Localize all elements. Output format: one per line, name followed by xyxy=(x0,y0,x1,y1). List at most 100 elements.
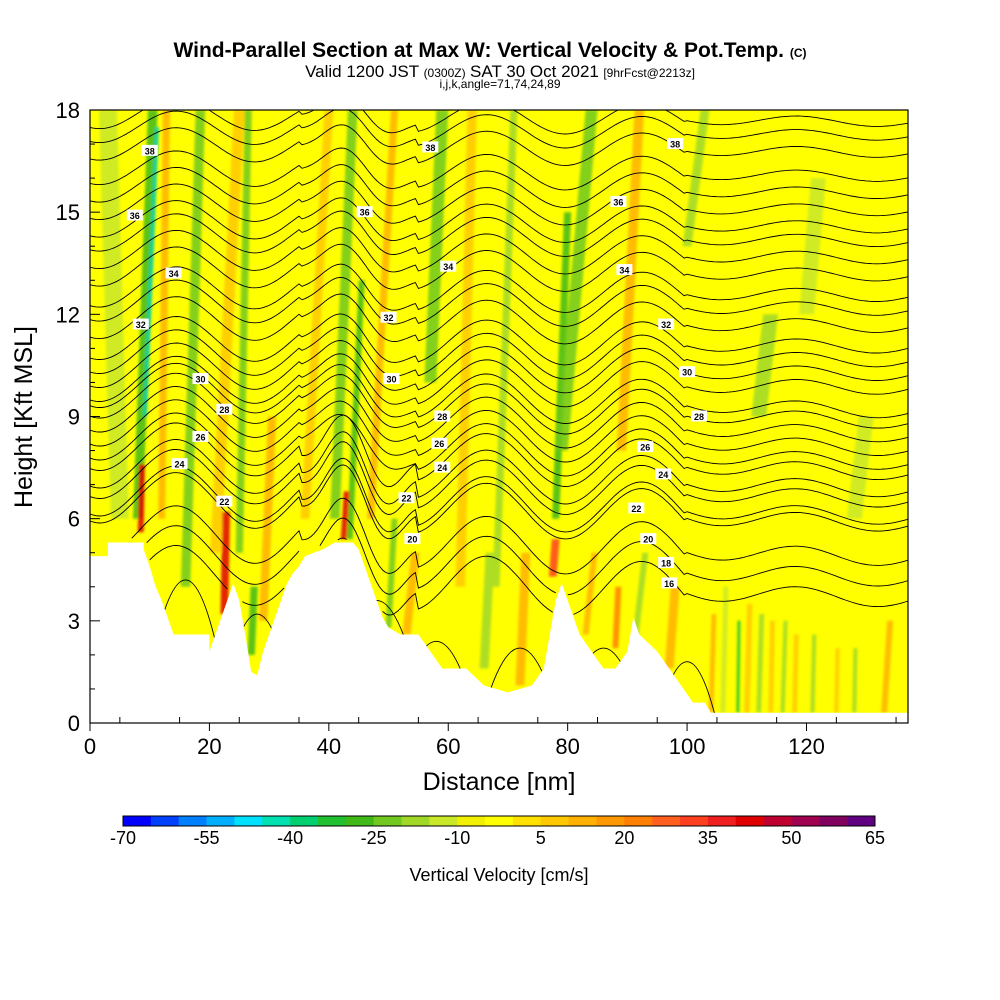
colorbar-swatch xyxy=(150,816,180,826)
theta-contour-line xyxy=(90,197,908,243)
contour-label-box xyxy=(679,366,696,378)
theta-contour-line xyxy=(90,243,908,292)
contour-label-box xyxy=(216,495,233,507)
velocity-band xyxy=(744,603,753,713)
theta-contour-line xyxy=(90,441,908,515)
contour-label-box xyxy=(434,461,451,473)
contour-label: 24 xyxy=(434,461,451,473)
theta-contour-line xyxy=(146,517,908,596)
theta-contour-line xyxy=(90,464,908,540)
velocity-band xyxy=(479,552,495,669)
colorbar-swatch xyxy=(791,816,820,826)
contour-label-text: 30 xyxy=(682,368,692,378)
velocity-band xyxy=(768,620,775,713)
y-tick-label: 3 xyxy=(68,609,80,634)
contour-label-box xyxy=(440,260,457,272)
contour-label-text: 38 xyxy=(425,143,435,153)
y-tick-label: 12 xyxy=(56,302,80,327)
y-tick-label: 15 xyxy=(56,200,80,225)
y-tick-label: 18 xyxy=(56,98,80,123)
theta-contour-line xyxy=(90,412,908,477)
velocity-band xyxy=(751,314,779,417)
theta-contour-line xyxy=(90,431,908,505)
contour-label-text: 24 xyxy=(658,470,668,480)
contour-label-text: 28 xyxy=(437,412,447,422)
colorbar-frame xyxy=(122,815,876,827)
colorbar-swatch xyxy=(345,816,374,826)
contour-label: 20 xyxy=(404,533,421,545)
forecast-info: [9hrFcst@2213z] xyxy=(603,66,695,80)
velocity-band xyxy=(582,552,598,635)
velocity-band xyxy=(834,648,840,713)
x-tick-label: 80 xyxy=(555,734,579,759)
contour-label-box xyxy=(640,533,657,545)
chart-title-suffix: (C) xyxy=(790,46,807,60)
colorbar-tick-label: -10 xyxy=(444,828,470,848)
plot-area: 38 36 34 32 30 28 26 24 22 38 36 34 32 30 28 26 24 22 20 38… xyxy=(90,110,908,723)
colorbar-swatch xyxy=(401,816,430,826)
contour-label-text: 24 xyxy=(437,463,447,473)
theta-contour-line xyxy=(131,497,908,575)
contour-label: 38 xyxy=(141,144,158,156)
velocity-band xyxy=(810,634,817,713)
velocity-band xyxy=(852,648,858,713)
theta-contour-line xyxy=(90,110,908,135)
colorbar-tick-label: -70 xyxy=(110,828,136,848)
x-tick-label: 40 xyxy=(317,734,341,759)
colorbar-tick-label: 65 xyxy=(865,828,885,848)
y-tick-label: 9 xyxy=(68,405,80,430)
velocity-band xyxy=(137,464,145,533)
colorbar-swatch xyxy=(735,816,764,826)
y-tick-label: 6 xyxy=(68,507,80,532)
contour-label-text: 34 xyxy=(169,269,179,279)
theta-contour-line xyxy=(90,340,908,394)
colorbar-swatch xyxy=(596,816,625,826)
colorbar-swatch xyxy=(707,816,737,826)
x-tick-label: 120 xyxy=(788,734,825,759)
contour-label: 22 xyxy=(628,502,645,514)
contour-label-box xyxy=(691,410,708,422)
theta-contour-labels: 38 36 34 32 30 28 26 24 22 38 36 34 32 30 28 26 24 22 20 38… xyxy=(126,138,708,589)
theta-contour-line xyxy=(90,326,908,380)
contour-label: 28 xyxy=(691,410,708,422)
contour-label: 34 xyxy=(440,260,457,272)
velocity-band xyxy=(424,110,449,383)
contour-label-box xyxy=(192,430,209,442)
contour-label: 30 xyxy=(679,366,696,378)
theta-contour-line xyxy=(90,399,908,463)
theta-contour-line xyxy=(90,124,908,166)
contour-label: 24 xyxy=(171,458,188,470)
x-axis: 0 20 40 60 80 100 120 xyxy=(84,717,897,759)
contour-label-box xyxy=(356,206,373,218)
contour-label-text: 38 xyxy=(145,146,155,156)
contour-label-text: 22 xyxy=(401,494,411,504)
colorbar-swatch xyxy=(763,816,792,826)
colorbar-swatch xyxy=(847,816,876,826)
contour-label: 26 xyxy=(192,430,209,442)
colorbar-label: Vertical Velocity [cm/s] xyxy=(409,865,588,885)
chart-title-main: Wind-Parallel Section at Max W: Vertical… xyxy=(173,39,784,62)
contour-label-box xyxy=(422,141,439,153)
theta-contour-line xyxy=(90,386,908,449)
contour-label-box xyxy=(434,410,451,422)
y-tick-label: 0 xyxy=(68,711,80,736)
velocity-band xyxy=(780,620,788,713)
contour-label-text: 24 xyxy=(175,460,185,470)
contour-label-box xyxy=(667,138,684,150)
theta-contour-line xyxy=(90,227,908,275)
theta-contour-line xyxy=(90,164,908,208)
colorbar-ticks: -70 -55 -40 -25 -10 5 20 35 50 65 xyxy=(110,828,885,848)
velocity-band xyxy=(455,110,477,587)
contour-label-text: 18 xyxy=(661,558,671,568)
contour-label-box xyxy=(628,502,645,514)
contour-label-box xyxy=(165,267,182,279)
contour-label: 26 xyxy=(431,437,448,449)
contour-label-text: 32 xyxy=(661,320,671,330)
contour-label-box xyxy=(661,577,678,589)
contour-label: 34 xyxy=(165,267,182,279)
colorbar-tick-label: -25 xyxy=(361,828,387,848)
y-axis: 0 3 6 9 12 15 18 xyxy=(56,98,100,736)
contour-label-text: 36 xyxy=(613,197,623,207)
colorbar-swatch xyxy=(540,816,569,826)
